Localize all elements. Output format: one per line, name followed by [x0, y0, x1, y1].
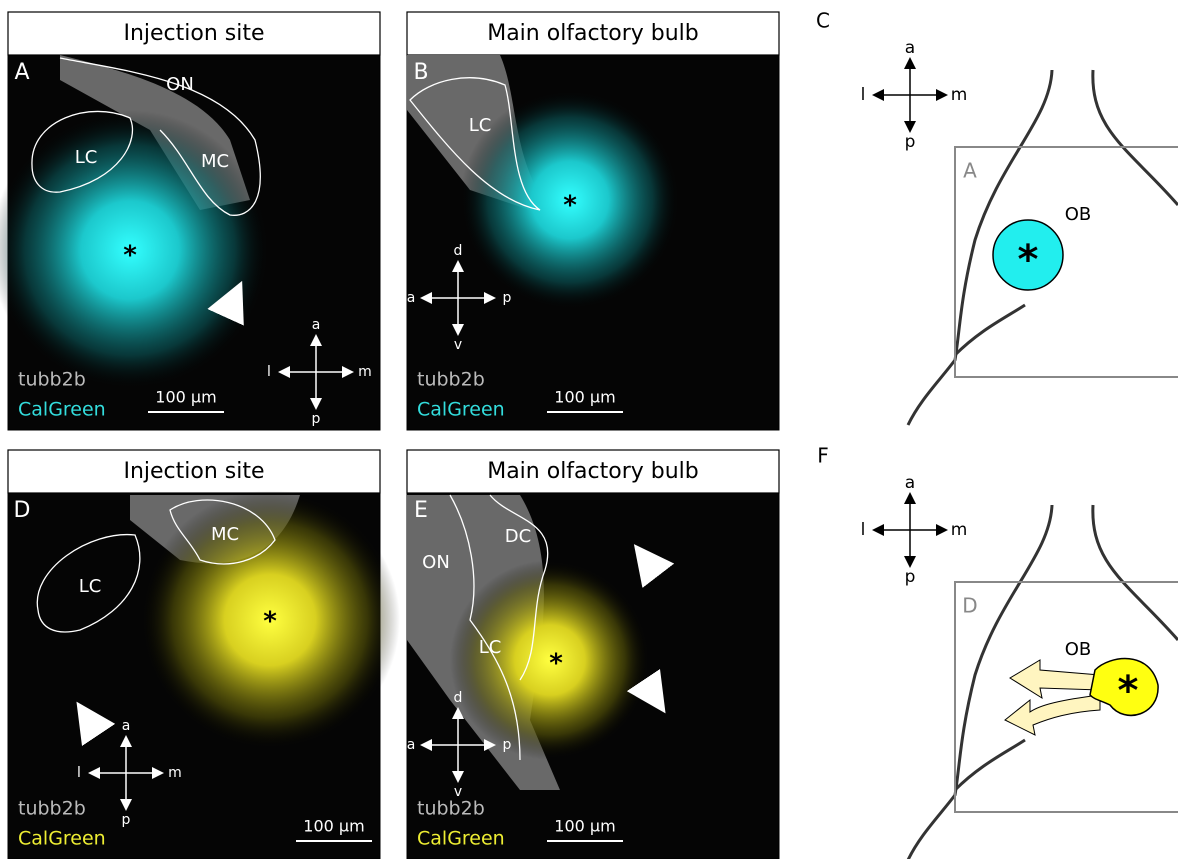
label: A: [14, 60, 29, 85]
label: Injection site: [123, 21, 264, 46]
label: d: [454, 690, 463, 706]
label: p: [905, 132, 916, 152]
label: a: [407, 290, 416, 306]
label: p: [905, 567, 916, 587]
label: p: [503, 290, 512, 306]
label: Main olfactory bulb: [487, 21, 699, 46]
label: tubb2b: [18, 369, 86, 391]
label: CalGreen: [417, 399, 505, 421]
frame: [955, 147, 1178, 377]
label: a: [905, 473, 915, 493]
label: F: [817, 444, 829, 468]
label: CalGreen: [18, 828, 106, 850]
label: B: [413, 60, 428, 85]
label: v: [454, 337, 462, 353]
label: p: [503, 737, 512, 753]
figure: Injection site A ON LC MC * a l m p tubb2b CalGreen…: [0, 0, 1178, 859]
label: MC: [211, 524, 239, 545]
label: Injection site: [123, 459, 264, 484]
outline: [955, 740, 1025, 790]
label: m: [168, 765, 182, 781]
label: l: [861, 520, 866, 540]
label: p: [122, 812, 131, 828]
label: CalGreen: [417, 828, 505, 850]
label: tubb2b: [18, 798, 86, 820]
label: C: [816, 9, 830, 33]
label: Main olfactory bulb: [487, 459, 699, 484]
label: A: [963, 159, 977, 183]
label: *: [123, 241, 137, 271]
label: CalGreen: [18, 399, 106, 421]
label: m: [951, 520, 968, 540]
label: D: [962, 594, 977, 618]
label: tubb2b: [417, 798, 485, 820]
label: *: [1118, 668, 1139, 714]
label: *: [563, 191, 577, 221]
label: *: [263, 607, 277, 637]
label: 100 µm: [554, 388, 615, 407]
label: LC: [75, 147, 98, 168]
label: *: [1018, 237, 1039, 283]
label: MC: [201, 151, 229, 172]
label: *: [549, 649, 563, 679]
label: p: [312, 411, 321, 427]
projection: [1005, 695, 1100, 735]
label: a: [122, 718, 131, 734]
label: d: [454, 243, 463, 259]
outline: [1093, 505, 1178, 640]
label: E: [414, 498, 428, 523]
outline: [955, 305, 1025, 355]
label: m: [358, 364, 372, 380]
label: ON: [422, 552, 450, 573]
label: DC: [505, 526, 531, 547]
outline: [1093, 70, 1178, 205]
label: OB: [1065, 639, 1092, 660]
label: D: [14, 498, 31, 523]
label: LC: [479, 637, 502, 658]
label: m: [951, 85, 968, 105]
label: l: [77, 765, 81, 781]
label: a: [312, 317, 321, 333]
label: l: [267, 364, 271, 380]
label: 100 µm: [303, 817, 364, 836]
label: LC: [79, 576, 102, 597]
projection: [1010, 660, 1100, 698]
label: LC: [469, 115, 492, 136]
label: OB: [1065, 204, 1092, 225]
label: a: [407, 737, 416, 753]
label: ON: [166, 74, 194, 95]
label: l: [861, 85, 866, 105]
label: 100 µm: [155, 388, 216, 407]
label: tubb2b: [417, 369, 485, 391]
label: a: [905, 38, 915, 58]
label: 100 µm: [554, 817, 615, 836]
